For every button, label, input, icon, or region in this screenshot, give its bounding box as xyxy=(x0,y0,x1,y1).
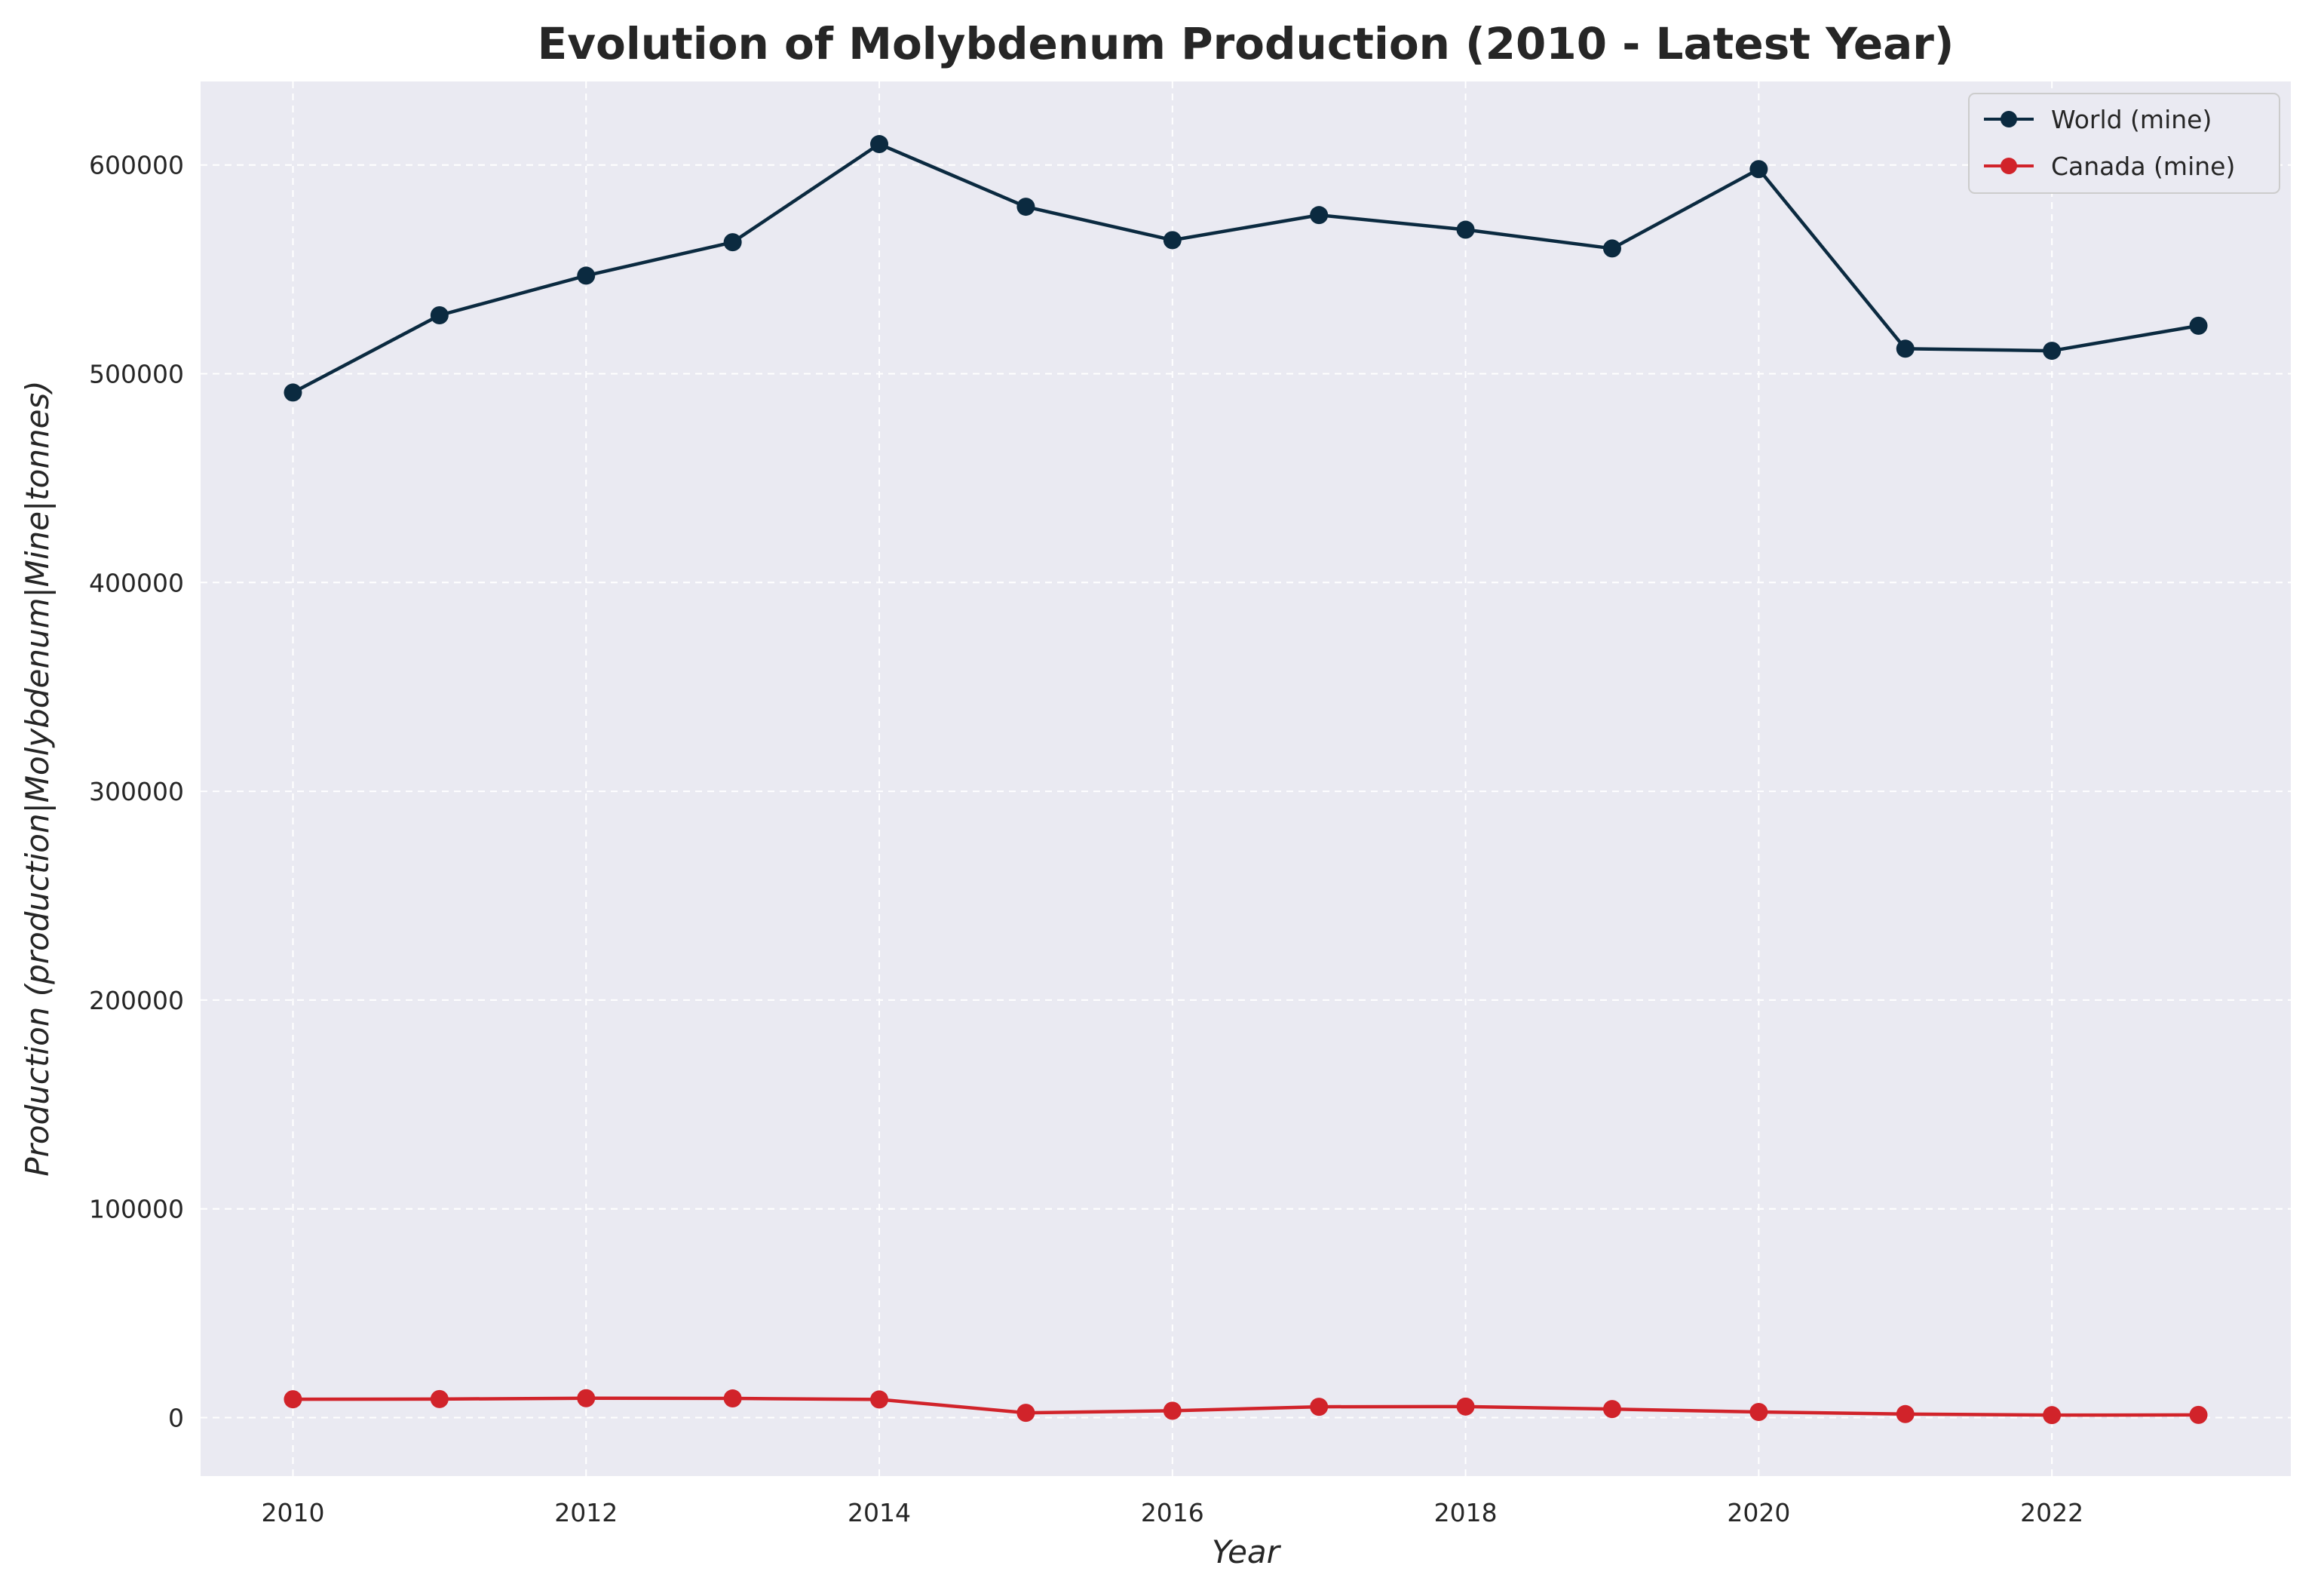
grid xyxy=(201,81,2291,1476)
data-point-world-mine xyxy=(1456,220,1475,239)
x-tick-label: 2012 xyxy=(554,1498,618,1527)
x-tick-label: 2010 xyxy=(261,1498,324,1527)
data-point-canada-mine xyxy=(2043,1406,2062,1425)
y-tick-label: 0 xyxy=(168,1403,184,1432)
ticks: 2010 2012 2014 2016 2018 2020 2022 0 100000 20000… xyxy=(89,151,2083,1527)
y-tick-label: 500000 xyxy=(89,360,184,389)
data-point-canada-mine xyxy=(577,1389,596,1407)
legend-marker-world xyxy=(2001,111,2017,127)
y-tick-label: 600000 xyxy=(89,151,184,180)
series-line-canada-mine xyxy=(293,1396,2199,1417)
data-point-world-mine xyxy=(1749,160,1768,179)
data-point-canada-mine xyxy=(1602,1400,1621,1419)
data-point-world-mine xyxy=(1163,231,1182,250)
data-point-world-mine xyxy=(1896,339,1915,358)
x-tick-label: 2014 xyxy=(848,1498,911,1527)
data-point-world-mine xyxy=(1016,198,1035,216)
y-tick-label: 200000 xyxy=(89,986,184,1015)
data-point-canada-mine xyxy=(1016,1404,1035,1423)
data-point-canada-mine xyxy=(1749,1403,1768,1422)
series-line-world-mine xyxy=(292,142,2199,394)
data-point-canada-mine xyxy=(1456,1397,1475,1416)
legend-box xyxy=(1968,93,2280,194)
data-point-canada-mine xyxy=(284,1390,302,1409)
legend-marker-canada xyxy=(2001,158,2017,174)
data-point-world-mine xyxy=(577,266,596,285)
data-point-world-mine xyxy=(1310,206,1329,225)
data-point-world-mine xyxy=(2189,316,2208,335)
x-tick-label: 2016 xyxy=(1141,1498,1204,1527)
data-point-world-mine xyxy=(870,135,889,154)
data-point-canada-mine xyxy=(1896,1404,1915,1423)
data-point-world-mine xyxy=(1602,239,1621,258)
y-axis-label: Production (production|Molybdenum|Mine|t… xyxy=(19,380,56,1176)
data-point-canada-mine xyxy=(1310,1398,1329,1417)
data-point-canada-mine xyxy=(430,1389,449,1408)
data-point-canada-mine xyxy=(870,1390,889,1409)
data-point-canada-mine xyxy=(2189,1405,2208,1424)
data-point-world-mine xyxy=(723,233,742,252)
y-tick-label: 400000 xyxy=(89,568,184,597)
legend-label-world: World (mine) xyxy=(2051,105,2212,134)
legend: World (mine) Canada (mine) xyxy=(1968,93,2280,194)
data-point-canada-mine xyxy=(1163,1401,1182,1420)
data-point-canada-mine xyxy=(723,1389,742,1408)
x-tick-label: 2022 xyxy=(2020,1498,2083,1527)
legend-label-canada: Canada (mine) xyxy=(2051,152,2235,181)
series-layer xyxy=(284,135,2208,1425)
data-point-world-mine xyxy=(284,383,302,402)
y-tick-label: 100000 xyxy=(89,1195,184,1224)
x-tick-label: 2020 xyxy=(1727,1498,1790,1527)
data-point-world-mine xyxy=(430,306,449,325)
chart-title: Evolution of Molybdenum Production (2010… xyxy=(538,18,1955,69)
y-tick-label: 300000 xyxy=(89,777,184,806)
x-tick-label: 2018 xyxy=(1434,1498,1498,1527)
x-axis-label: Year xyxy=(1212,1533,1282,1570)
data-point-world-mine xyxy=(2043,342,2062,361)
plot-background xyxy=(201,81,2291,1476)
